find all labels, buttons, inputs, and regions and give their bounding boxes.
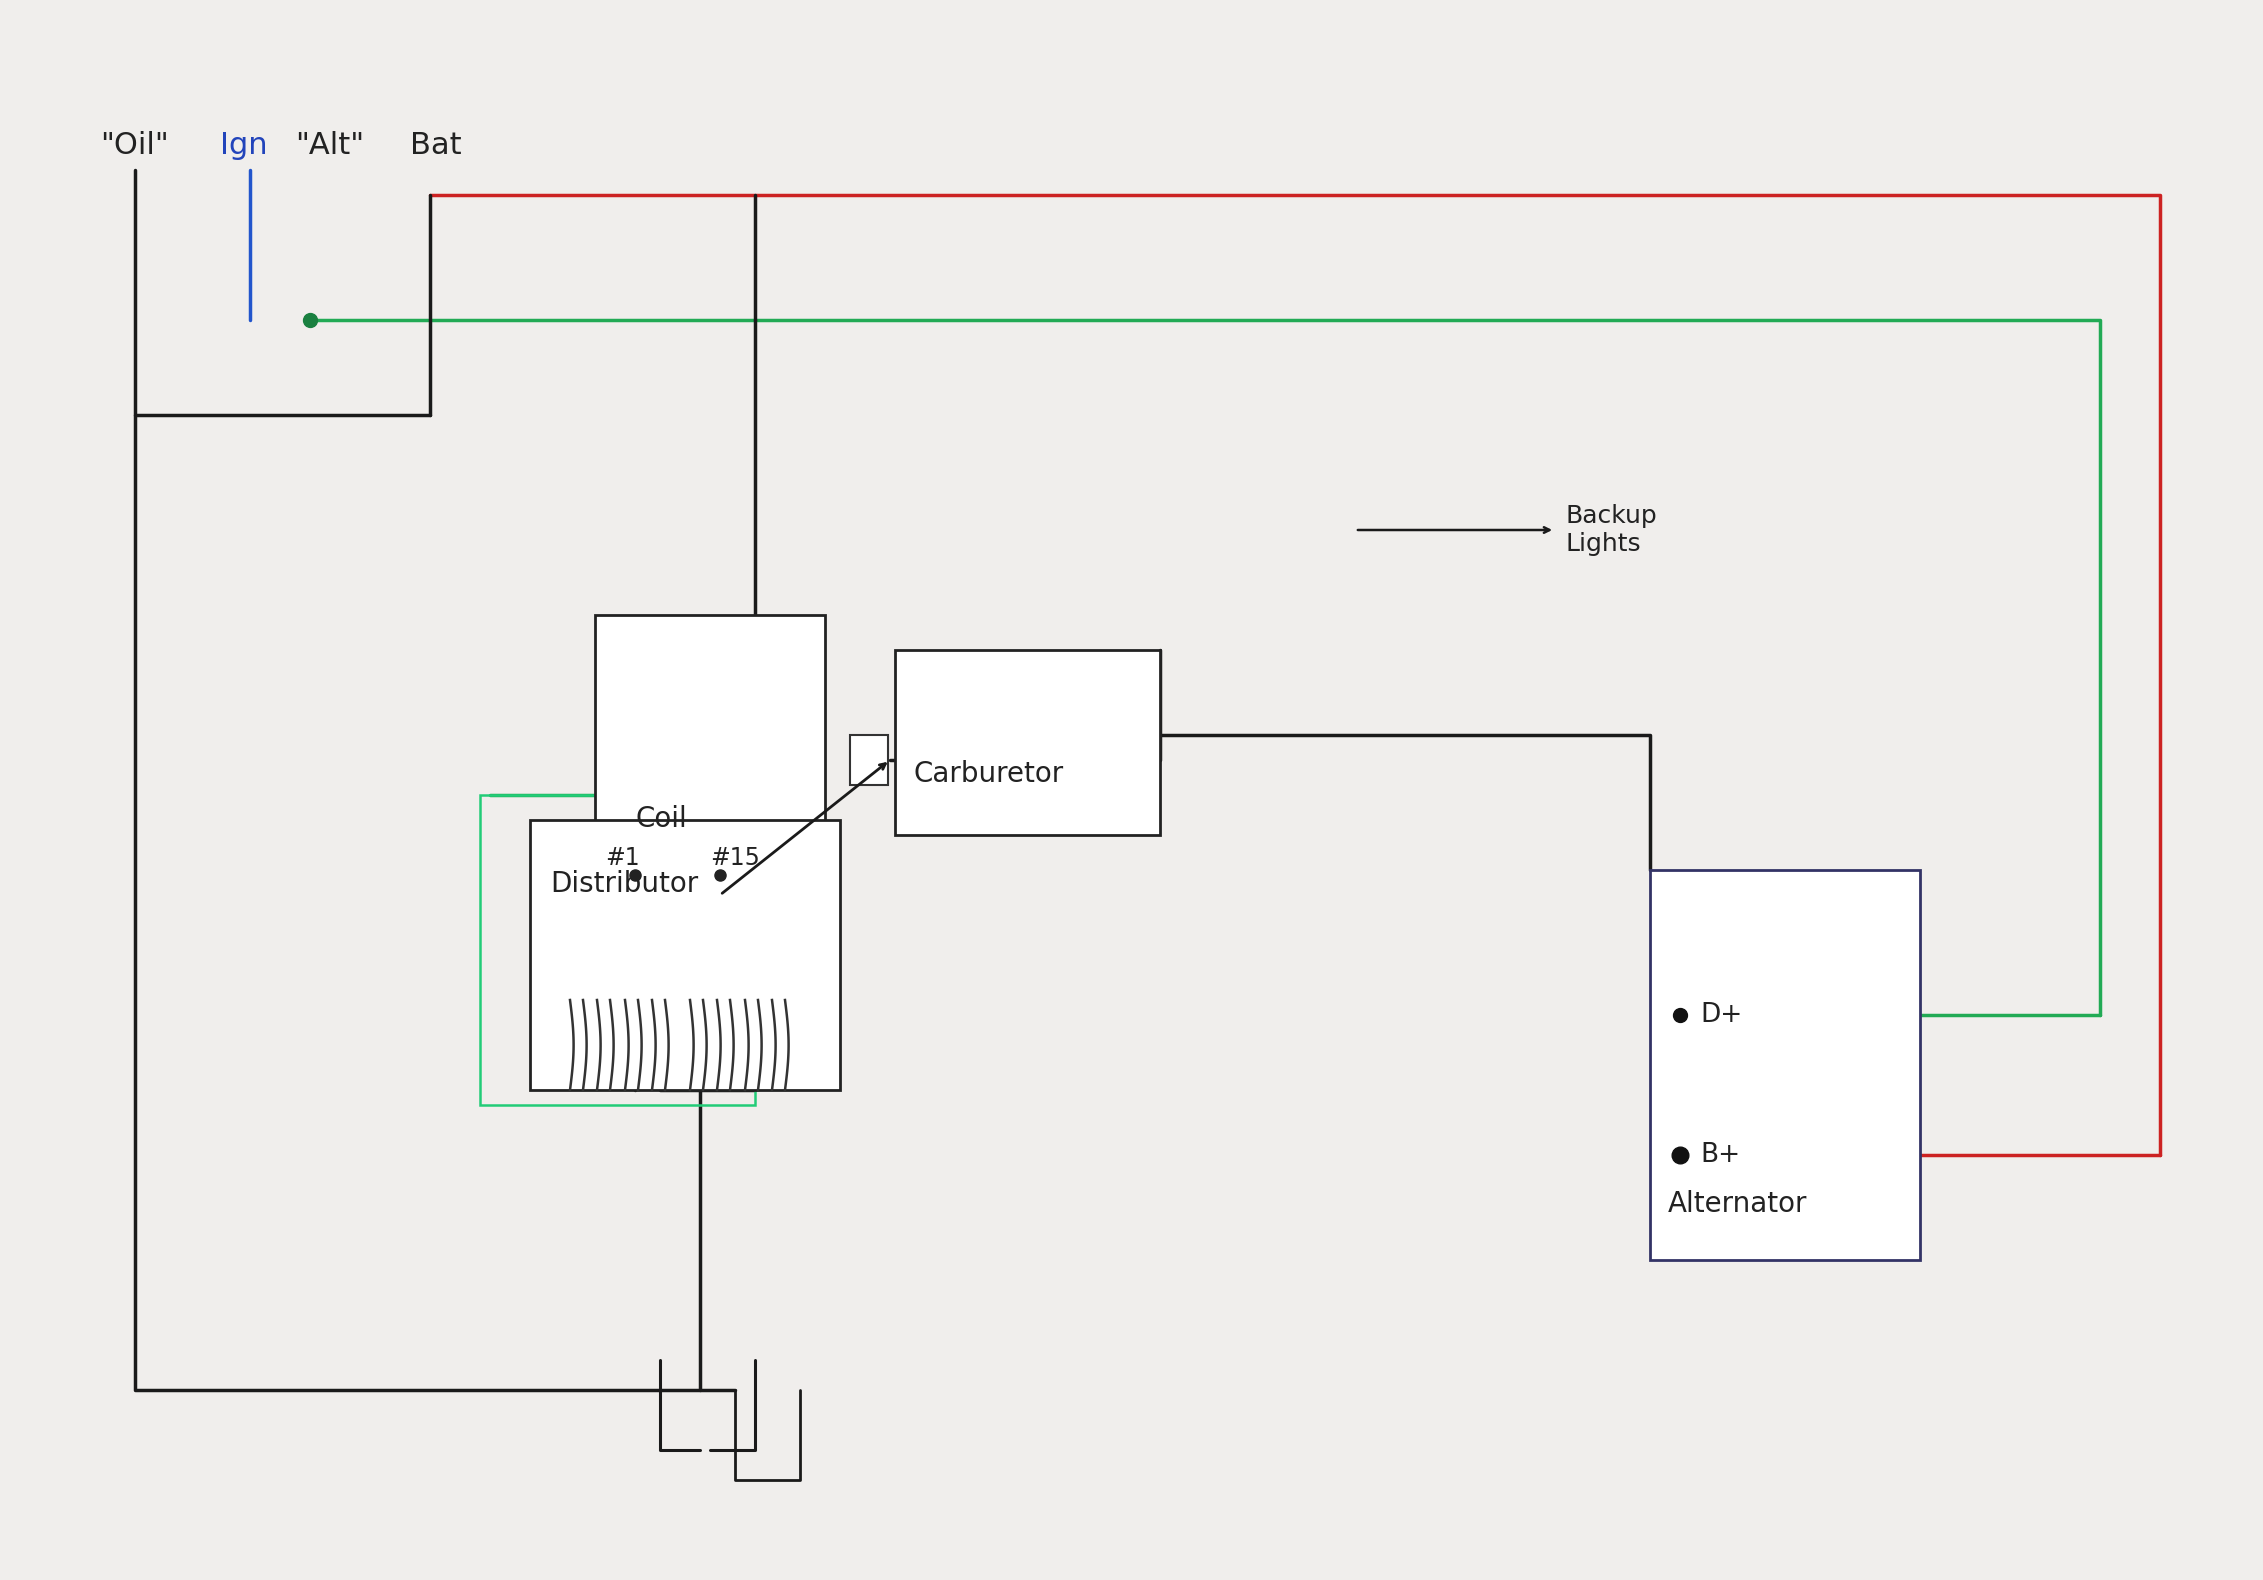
Bar	[894, 649, 1161, 834]
Bar	[851, 735, 887, 785]
Bar	[1650, 871, 1919, 1259]
Text: Bat: Bat	[410, 131, 462, 160]
Text: Alternator: Alternator	[1668, 1190, 1808, 1218]
Text: Coil: Coil	[636, 804, 686, 833]
Text: Distributor: Distributor	[550, 871, 699, 897]
Bar	[595, 615, 826, 875]
Text: D+: D+	[1700, 1002, 1743, 1029]
Text: Ign: Ign	[220, 131, 267, 160]
Text: #15: #15	[711, 845, 760, 871]
Text: "Alt": "Alt"	[294, 131, 364, 160]
Text: B+: B+	[1700, 1142, 1740, 1168]
Text: #1: #1	[604, 845, 640, 871]
Text: "Oil": "Oil"	[100, 131, 170, 160]
Bar	[530, 820, 840, 1090]
Text: Backup
Lights: Backup Lights	[1566, 504, 1657, 556]
Text: Carburetor: Carburetor	[912, 760, 1064, 788]
Bar	[480, 795, 756, 1104]
